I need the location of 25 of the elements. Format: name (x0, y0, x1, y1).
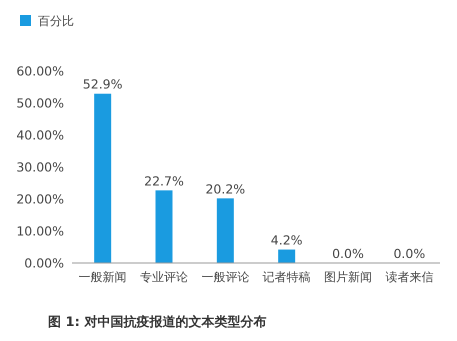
x-tick-label: 一般评论 (201, 270, 250, 284)
data-label: 0.0% (393, 246, 426, 261)
y-tick-label: 0.00% (24, 256, 64, 270)
bar (278, 250, 296, 263)
y-tick-label: 50.00% (16, 96, 64, 110)
y-tick-label: 10.00% (16, 224, 64, 238)
data-label: 22.7% (144, 173, 184, 188)
x-tick-label: 记者特稿 (262, 270, 311, 284)
x-tick-label: 一般新闻 (78, 270, 127, 284)
y-tick-label: 40.00% (16, 128, 64, 142)
bar (94, 94, 112, 263)
x-tick-label: 图片新闻 (324, 270, 372, 284)
bar (216, 198, 234, 263)
data-label: 4.2% (270, 232, 303, 248)
text: 图 1: 对中国抗疫报道的文本类型分布 (48, 314, 266, 330)
data-label: 20.2% (205, 181, 246, 196)
y-tick-label: 20.00% (16, 192, 64, 206)
x-tick-label: 读者来信 (385, 270, 434, 284)
legend-label: 百分比 (38, 14, 74, 28)
x-tick-label: 专业评论 (140, 270, 188, 284)
bar (156, 190, 172, 263)
y-tick-label: 60.00% (16, 64, 64, 78)
data-label: 52.9% (82, 76, 123, 92)
y-tick-label: 30.00% (16, 160, 64, 174)
data-label: 0.0% (332, 246, 364, 261)
